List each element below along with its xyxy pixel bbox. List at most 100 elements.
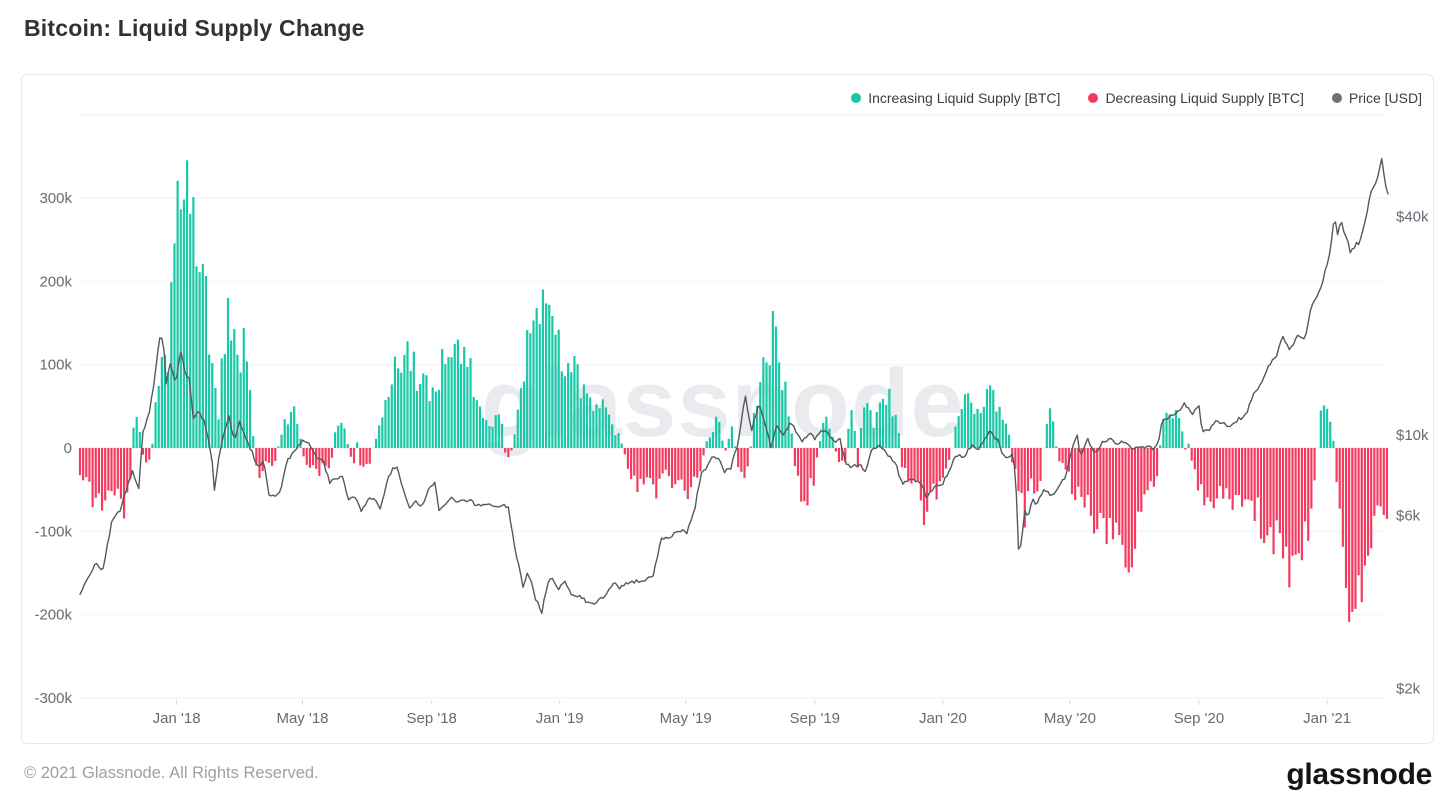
supply-change-bar (217, 419, 220, 448)
supply-change-bar (226, 297, 230, 448)
supply-change-bar (381, 417, 384, 448)
supply-change-bar (1048, 408, 1052, 448)
supply-change-bar (1231, 448, 1234, 510)
supply-change-bar (1155, 448, 1159, 477)
supply-change-bar (674, 448, 677, 485)
supply-change-bar (403, 354, 406, 448)
supply-change-bar (104, 448, 107, 501)
supply-change-bar (1291, 448, 1294, 556)
supply-change-bar (626, 448, 630, 469)
supply-change-bar (378, 425, 381, 448)
supply-change-bar (897, 433, 900, 448)
supply-change-bar (1269, 448, 1272, 528)
supply-change-bar (198, 272, 201, 448)
supply-change-bar (636, 448, 639, 493)
supply-change-bar (743, 448, 746, 478)
supply-change-bar (541, 289, 545, 448)
supply-change-bar (1209, 448, 1212, 502)
legend-item-decreasing-liquid-supply[interactable]: Decreasing Liquid Supply [BTC] (1088, 90, 1304, 106)
supply-change-bar (267, 448, 271, 463)
supply-change-bar (818, 441, 822, 448)
legend-item-price[interactable]: Price [USD] (1331, 90, 1422, 106)
supply-change-bar (872, 428, 875, 448)
supply-change-bar (122, 448, 126, 519)
supply-change-bar (645, 448, 648, 478)
supply-change-bar (1247, 448, 1250, 500)
supply-change-bar (693, 448, 696, 477)
supply-change-bar (705, 441, 708, 448)
increasing-supply-bars-series[interactable] (132, 160, 1335, 449)
supply-change-bar (948, 448, 951, 460)
supply-change-bar (1206, 448, 1209, 498)
supply-change-bar (214, 387, 217, 448)
supply-change-bar (998, 406, 1001, 448)
supply-change-bar (330, 448, 334, 458)
supply-change-bar (670, 448, 674, 489)
supply-change-bar (1184, 448, 1187, 450)
supply-change-bar (957, 416, 960, 448)
chart-legend: Increasing Liquid Supply [BTC] Decreasin… (851, 90, 1422, 106)
supply-change-bar (400, 372, 403, 448)
supply-change-bar (1178, 418, 1181, 448)
supply-change-bar (639, 448, 642, 479)
x-axis-tick-label: Jan '19 (536, 710, 584, 727)
supply-change-bar (822, 423, 825, 448)
supply-change-bar (922, 448, 926, 526)
supply-change-bar (135, 416, 138, 448)
supply-change-bar (737, 448, 740, 468)
supply-change-bar (856, 448, 859, 468)
decreasing-supply-bars-series[interactable] (78, 448, 1389, 622)
supply-change-bar (944, 448, 948, 469)
supply-change-bar (1300, 448, 1304, 561)
supply-change-bar (1039, 448, 1042, 481)
supply-change-bar (1115, 448, 1118, 523)
supply-change-bar (1278, 448, 1281, 534)
glassnode-logo[interactable]: glassnode (1286, 758, 1432, 791)
supply-change-bar (434, 391, 437, 448)
supply-change-bar (778, 362, 781, 448)
supply-change-bar (1045, 423, 1048, 448)
supply-change-bar (308, 448, 311, 468)
supply-change-bar (982, 406, 985, 448)
supply-change-bar (1036, 448, 1039, 492)
supply-change-bar (560, 371, 563, 448)
supply-change-bar (113, 448, 116, 496)
supply-change-bar (173, 243, 176, 448)
supply-change-bar (623, 448, 626, 455)
supply-change-bar (910, 448, 913, 484)
price-line-series[interactable] (79, 157, 1389, 614)
supply-change-bar (157, 385, 160, 448)
supply-change-bar (1174, 410, 1178, 448)
supply-change-bar (985, 389, 989, 448)
supply-change-bar (970, 402, 973, 448)
legend-label: Decreasing Liquid Supply [BTC] (1105, 90, 1304, 106)
supply-change-bar (1272, 448, 1275, 555)
supply-change-bar (551, 316, 554, 448)
supply-change-bar (409, 370, 412, 448)
supply-change-bar (119, 448, 123, 499)
supply-change-bar (447, 357, 450, 448)
supply-change-bar (248, 389, 252, 448)
supply-change-bar (746, 448, 749, 467)
supply-change-bar (815, 448, 819, 458)
supply-change-bar (1058, 448, 1061, 462)
supply-change-bar (765, 362, 768, 448)
supply-change-bar (1218, 448, 1222, 486)
supply-change-bar (296, 424, 299, 448)
supply-change-bar (834, 448, 837, 452)
supply-change-bar (343, 428, 346, 448)
supply-change-bar (1190, 448, 1193, 461)
supply-change-bar (507, 448, 510, 458)
supply-change-bar (658, 448, 661, 479)
supply-change-bar (702, 448, 705, 456)
supply-change-bar (192, 197, 195, 448)
supply-change-bar (1373, 448, 1376, 516)
legend-item-increasing-liquid-supply[interactable]: Increasing Liquid Supply [BTC] (851, 90, 1060, 106)
supply-change-bar (94, 448, 97, 498)
supply-change-bar (91, 448, 94, 508)
supply-change-bar (1121, 448, 1124, 545)
supply-change-bar (1105, 448, 1108, 545)
supply-change-bar (1335, 448, 1338, 483)
supply-change-bar (1266, 448, 1269, 536)
